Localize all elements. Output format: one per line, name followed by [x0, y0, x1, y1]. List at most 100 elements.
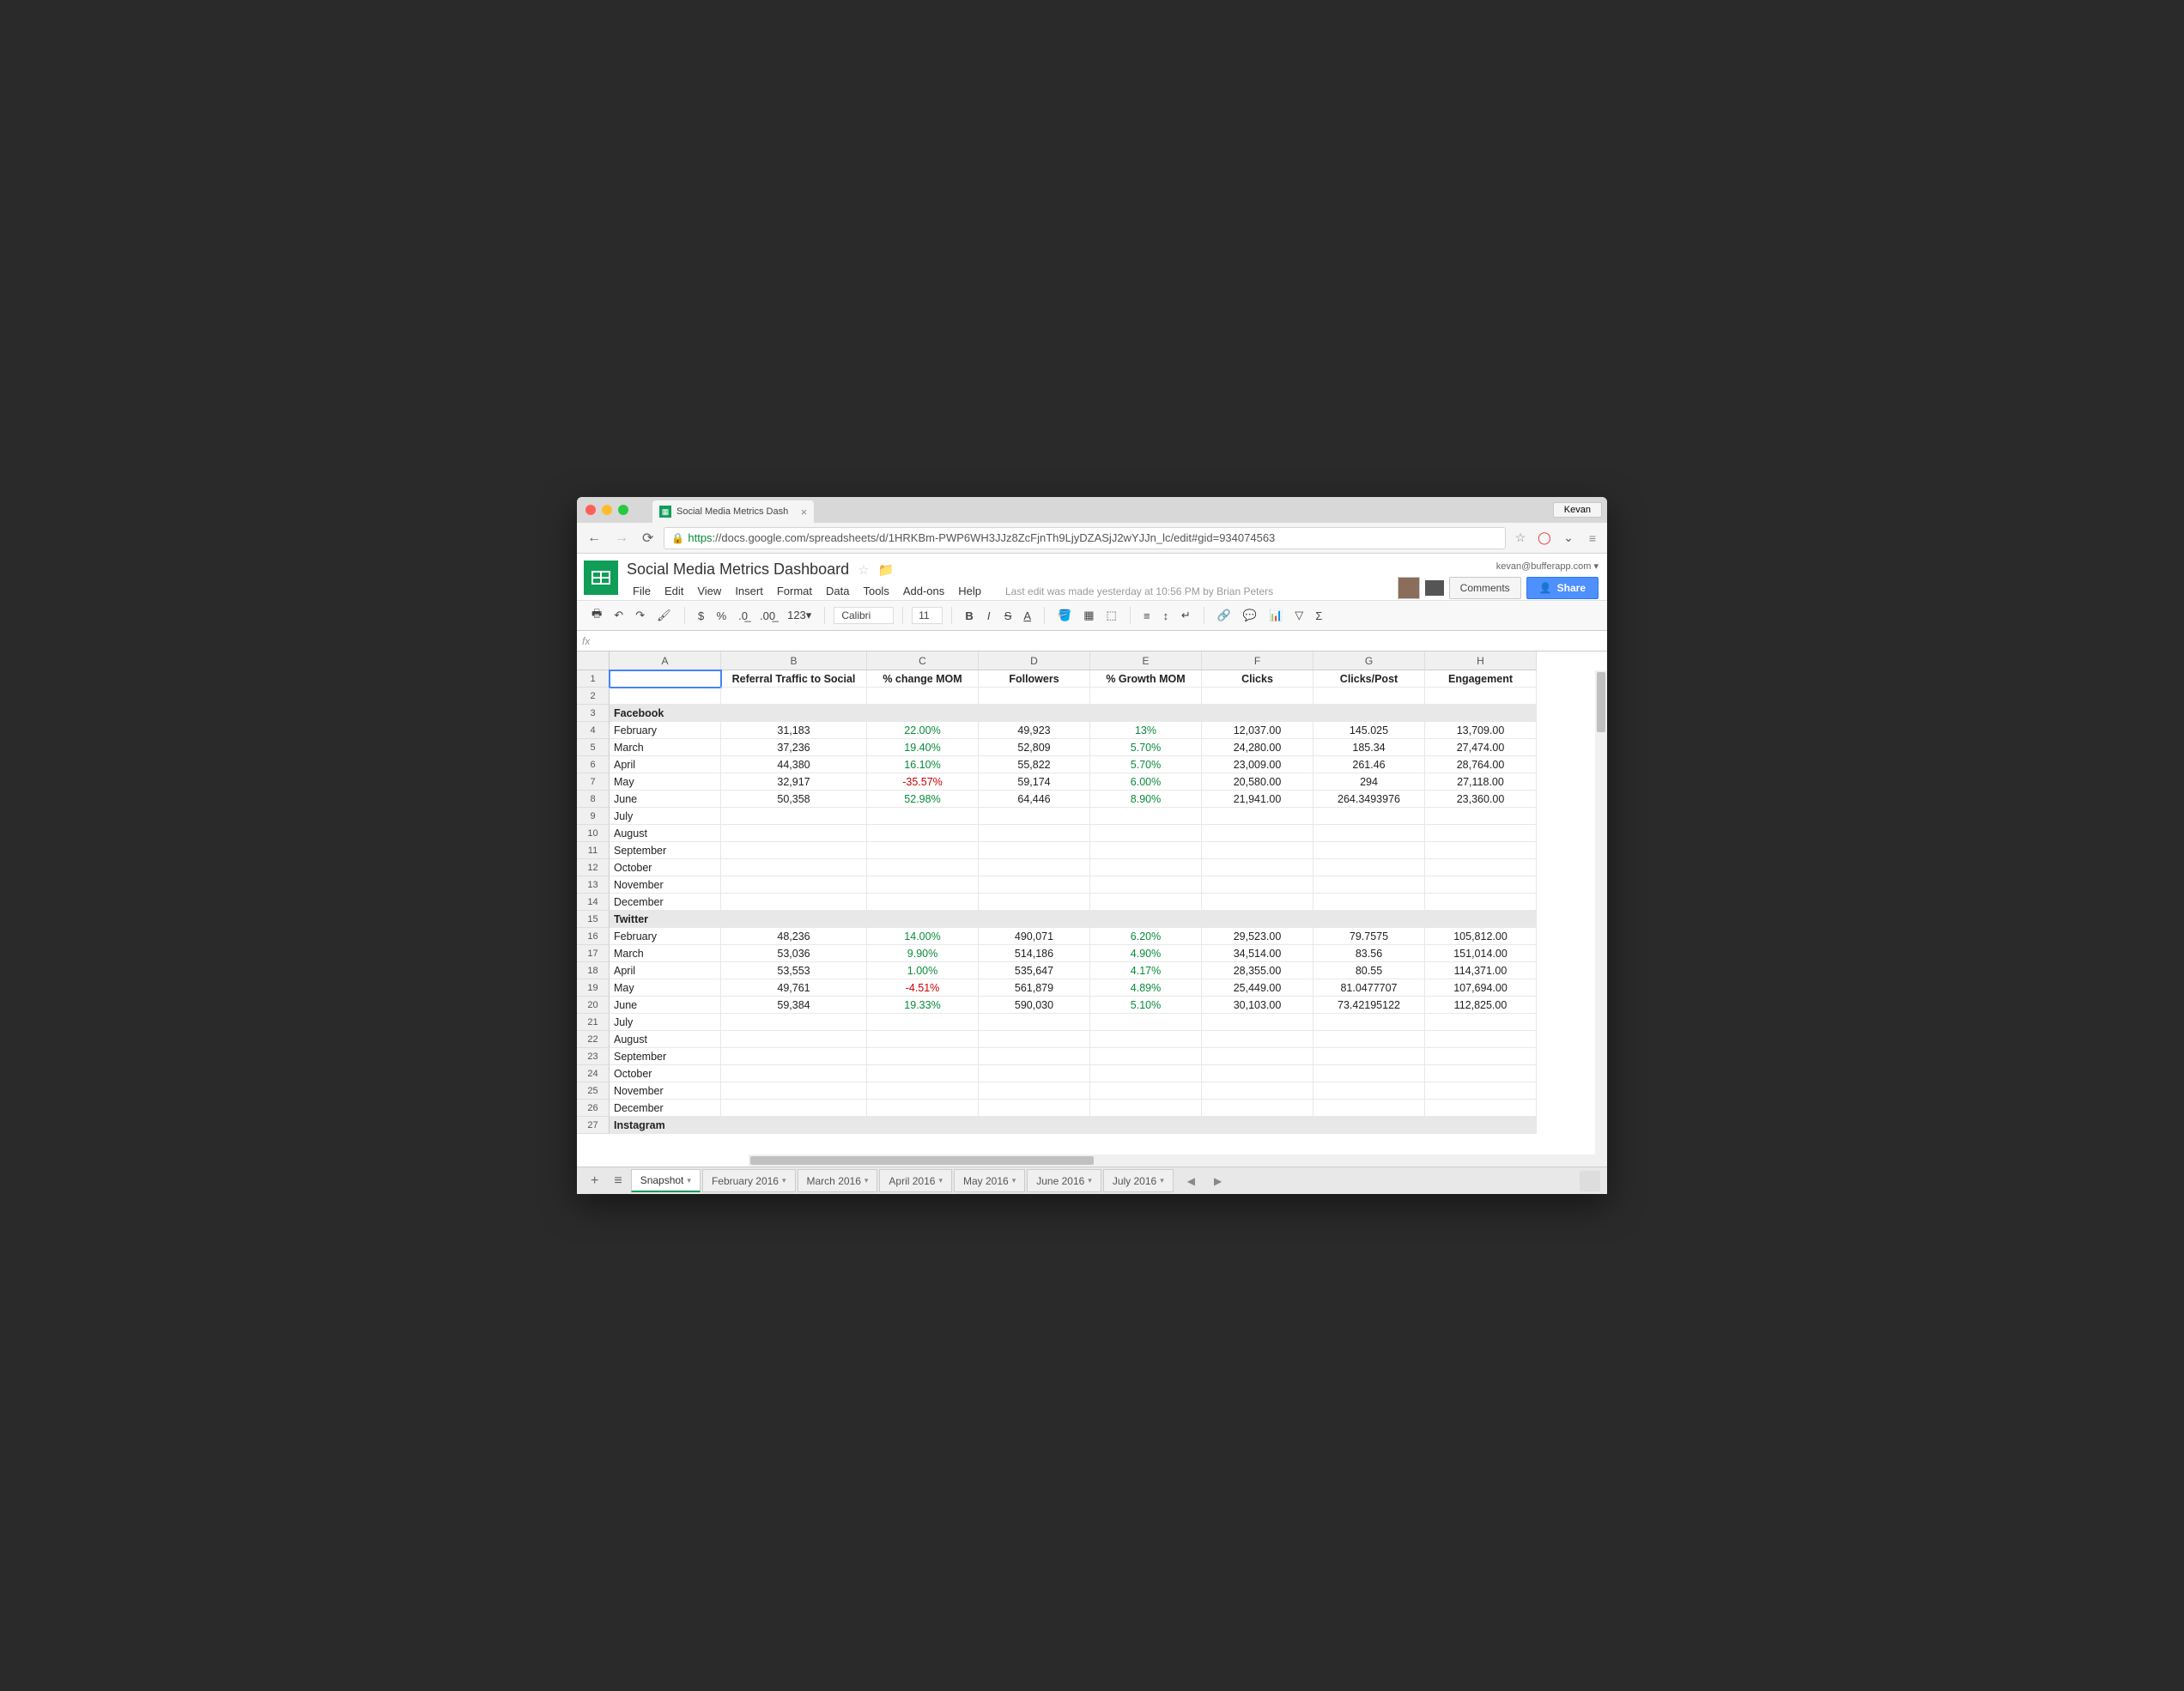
column-header[interactable]: D [979, 652, 1090, 670]
cell[interactable] [721, 1100, 867, 1117]
cell[interactable] [1202, 1014, 1313, 1031]
tab-scroll-left-icon[interactable]: ◀ [1182, 1175, 1200, 1187]
cell[interactable]: 13,709.00 [1425, 722, 1537, 739]
row-header[interactable]: 18 [577, 962, 610, 979]
sheets-logo-icon[interactable] [584, 561, 618, 595]
cell[interactable] [1090, 1048, 1202, 1065]
row-header[interactable]: 21 [577, 1014, 610, 1031]
cell[interactable]: 1.00% [867, 962, 979, 979]
cell[interactable] [1090, 808, 1202, 825]
cell[interactable]: Engagement [1425, 670, 1537, 688]
cell[interactable]: 535,647 [979, 962, 1090, 979]
cell[interactable]: December [610, 1100, 721, 1117]
cell[interactable] [1090, 859, 1202, 876]
add-sheet-icon[interactable]: + [584, 1170, 605, 1192]
cell[interactable] [1202, 842, 1313, 859]
cell[interactable] [867, 1048, 979, 1065]
cell[interactable]: July [610, 1014, 721, 1031]
cell[interactable] [1090, 911, 1202, 928]
cell[interactable] [867, 859, 979, 876]
cell[interactable]: 105,812.00 [1425, 928, 1537, 945]
section-header[interactable]: Facebook [610, 705, 721, 722]
maximize-window-icon[interactable] [618, 505, 628, 515]
sheet-tab[interactable]: Snapshot▾ [631, 1169, 701, 1192]
menu-addons[interactable]: Add-ons [897, 582, 950, 600]
cell[interactable] [979, 859, 1090, 876]
cell[interactable]: June [610, 997, 721, 1014]
cell[interactable]: August [610, 1031, 721, 1048]
cell[interactable] [721, 1065, 867, 1082]
cell[interactable]: 107,694.00 [1425, 979, 1537, 997]
section-header[interactable]: Twitter [610, 911, 721, 928]
merge-cells-icon[interactable]: ⬚ [1102, 606, 1121, 625]
cell[interactable] [1425, 1031, 1537, 1048]
cell[interactable]: June [610, 791, 721, 808]
select-all-corner[interactable] [577, 652, 610, 670]
cell[interactable]: 20,580.00 [1202, 773, 1313, 791]
cell[interactable]: 4.17% [1090, 962, 1202, 979]
cell[interactable]: 12,037.00 [1202, 722, 1313, 739]
chart-icon[interactable]: 📊 [1265, 606, 1287, 625]
cell[interactable] [1090, 1065, 1202, 1082]
cell[interactable]: December [610, 894, 721, 911]
cell[interactable]: 19.40% [867, 739, 979, 756]
forward-icon[interactable]: → [611, 530, 632, 546]
column-header[interactable]: B [721, 652, 867, 670]
cell[interactable]: 114,371.00 [1425, 962, 1537, 979]
sheet-tab[interactable]: June 2016▾ [1027, 1169, 1101, 1192]
cell[interactable] [1090, 825, 1202, 842]
cell[interactable] [1313, 808, 1425, 825]
cell[interactable] [1425, 1117, 1537, 1134]
cell[interactable]: -35.57% [867, 773, 979, 791]
spreadsheet-grid[interactable]: ABCDEFGH1Referral Traffic to Social% cha… [577, 652, 1607, 1134]
italic-icon[interactable]: I [981, 607, 997, 625]
cell[interactable]: 514,186 [979, 945, 1090, 962]
cell[interactable] [1202, 876, 1313, 894]
cell[interactable] [1313, 688, 1425, 705]
cell[interactable] [1090, 1031, 1202, 1048]
cell[interactable]: 28,764.00 [1425, 756, 1537, 773]
cell[interactable]: April [610, 756, 721, 773]
cell[interactable]: 52,809 [979, 739, 1090, 756]
cell[interactable] [610, 688, 721, 705]
cell[interactable] [867, 705, 979, 722]
cell[interactable]: February [610, 722, 721, 739]
cell[interactable]: % Growth MOM [1090, 670, 1202, 688]
sheet-tab[interactable]: May 2016▾ [954, 1169, 1025, 1192]
cell[interactable]: 81.0477707 [1313, 979, 1425, 997]
menu-view[interactable]: View [691, 582, 727, 600]
cell[interactable] [867, 808, 979, 825]
cell[interactable]: 52.98% [867, 791, 979, 808]
cell[interactable] [1090, 1117, 1202, 1134]
cell[interactable] [1425, 705, 1537, 722]
tab-scroll-right-icon[interactable]: ▶ [1209, 1175, 1227, 1187]
cell[interactable] [979, 1065, 1090, 1082]
row-header[interactable]: 22 [577, 1031, 610, 1048]
cell[interactable]: March [610, 945, 721, 962]
cell[interactable]: 29,523.00 [1202, 928, 1313, 945]
column-header[interactable]: C [867, 652, 979, 670]
sheet-tab[interactable]: July 2016▾ [1103, 1169, 1174, 1192]
cell[interactable]: 21,941.00 [1202, 791, 1313, 808]
cell[interactable] [1090, 1014, 1202, 1031]
cell[interactable] [1313, 911, 1425, 928]
row-header[interactable]: 19 [577, 979, 610, 997]
cell[interactable] [721, 1014, 867, 1031]
cell[interactable] [1313, 825, 1425, 842]
print-icon[interactable]: 🖶 [587, 603, 606, 627]
cell[interactable] [721, 825, 867, 842]
cell[interactable] [1202, 808, 1313, 825]
cell[interactable] [979, 808, 1090, 825]
cell[interactable] [1202, 1117, 1313, 1134]
cell[interactable]: 53,553 [721, 962, 867, 979]
cell[interactable]: 5.70% [1090, 756, 1202, 773]
cell[interactable] [867, 688, 979, 705]
cell[interactable]: 37,236 [721, 739, 867, 756]
cell[interactable] [721, 842, 867, 859]
text-wrap-icon[interactable]: ↵ [1177, 606, 1195, 625]
cell[interactable]: 4.89% [1090, 979, 1202, 997]
cell[interactable] [979, 825, 1090, 842]
increase-decimal-icon[interactable]: .00̲ [755, 607, 780, 625]
cell[interactable]: -4.51% [867, 979, 979, 997]
cell[interactable] [867, 1082, 979, 1100]
